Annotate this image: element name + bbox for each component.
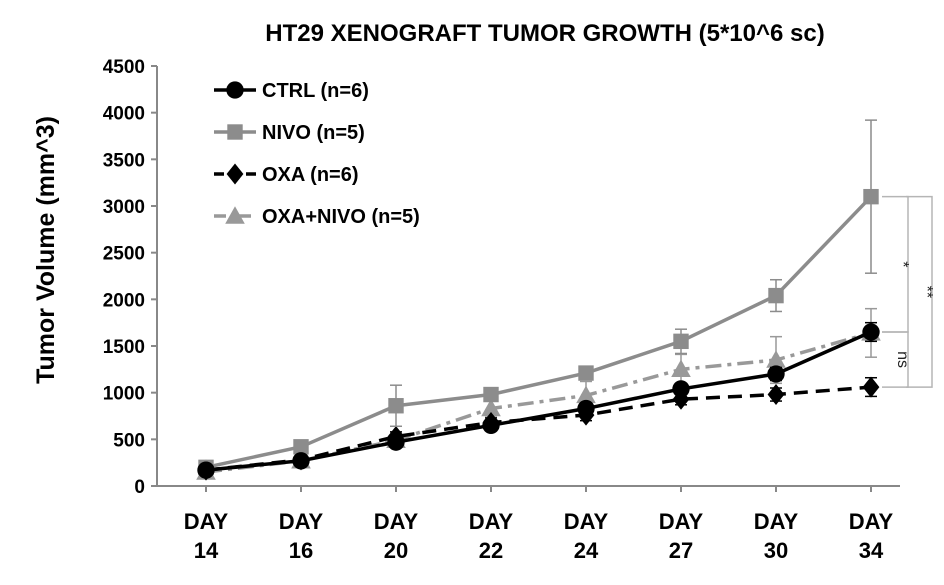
x-tick-label: DAY xyxy=(279,509,324,534)
series-line xyxy=(205,195,873,470)
y-axis-label: Tumor Volume (mm^3) xyxy=(32,116,60,384)
legend-label: CTRL (n=6) xyxy=(262,80,369,102)
legend-marker xyxy=(227,124,243,140)
x-axis-ticks: DAY 14 DAY 16 DAY 20 DAY 22 DAY 24 DAY 27 DAY 30 DAY 34 xyxy=(184,486,894,563)
data-point xyxy=(672,380,690,398)
y-axis-ticks: 0 500 1000 1500 2000 2500 3000 3500 4000 4500 xyxy=(103,57,157,498)
significance-annotations: ***ns xyxy=(882,195,935,388)
x-tick-label: 16 xyxy=(289,538,313,563)
data-point xyxy=(863,188,879,205)
x-tick-label: 24 xyxy=(574,538,599,563)
data-point xyxy=(293,439,309,455)
significance-label: ** xyxy=(918,286,935,298)
significance-bracket xyxy=(906,195,933,388)
y-tick-label: 500 xyxy=(113,430,145,451)
series-layer xyxy=(196,119,881,481)
legend-marker xyxy=(225,206,245,224)
x-tick-label: 20 xyxy=(384,538,408,563)
legend: CTRL (n=6) NIVO (n=5) OXA (n=6) OXA+NIVO (n… xyxy=(214,80,420,228)
data-point xyxy=(767,384,785,406)
x-tick-label: DAY xyxy=(754,509,799,534)
y-tick-label: 4000 xyxy=(103,104,145,125)
x-tick-label: DAY xyxy=(564,509,609,534)
x-tick-label: DAY xyxy=(849,509,894,534)
x-tick-label: 22 xyxy=(479,538,503,563)
data-point xyxy=(767,365,785,383)
x-tick-label: 30 xyxy=(764,538,788,563)
significance-label: ns xyxy=(894,351,911,368)
x-tick-label: 34 xyxy=(859,538,884,563)
y-tick-label: 2500 xyxy=(103,244,145,265)
data-point xyxy=(671,359,691,378)
y-tick-label: 3000 xyxy=(103,197,145,218)
data-point xyxy=(768,287,784,304)
significance-bracket xyxy=(882,331,909,388)
data-point xyxy=(862,376,880,398)
data-point xyxy=(577,399,595,418)
significance-label: * xyxy=(894,261,911,267)
series-line xyxy=(205,330,872,472)
data-point xyxy=(862,323,880,341)
y-tick-label: 1500 xyxy=(103,337,145,358)
y-tick-label: 4500 xyxy=(103,57,145,78)
y-tick-label: 1000 xyxy=(103,384,145,405)
data-point xyxy=(388,398,404,414)
x-tick-label: 14 xyxy=(194,538,219,563)
chart-title: HT29 XENOGRAFT TUMOR GROWTH (5*10^6 sc) xyxy=(265,20,824,47)
data-point xyxy=(576,385,596,404)
legend-label: OXA+NIVO (n=5) xyxy=(262,206,420,228)
data-point xyxy=(673,333,689,350)
x-tick-label: DAY xyxy=(469,509,514,534)
y-tick-label: 2000 xyxy=(103,290,145,311)
series-1 xyxy=(197,321,880,479)
data-point xyxy=(481,398,501,417)
data-point xyxy=(482,416,500,435)
x-tick-label: DAY xyxy=(374,509,419,534)
data-point xyxy=(197,461,215,479)
legend-marker xyxy=(226,81,244,99)
x-tick-label: DAY xyxy=(184,509,229,534)
x-tick-label: DAY xyxy=(659,509,704,534)
data-point xyxy=(292,452,310,470)
data-point xyxy=(766,350,786,368)
series-2 xyxy=(198,119,879,476)
legend-label: NIVO (n=5) xyxy=(262,122,365,144)
y-tick-label: 3500 xyxy=(103,150,145,171)
data-point xyxy=(578,365,594,381)
legend-label: OXA (n=6) xyxy=(262,164,359,186)
y-tick-label: 0 xyxy=(134,477,145,498)
x-tick-label: 27 xyxy=(669,538,693,563)
data-point xyxy=(387,433,405,451)
legend-marker xyxy=(226,163,244,185)
data-point xyxy=(483,386,499,403)
